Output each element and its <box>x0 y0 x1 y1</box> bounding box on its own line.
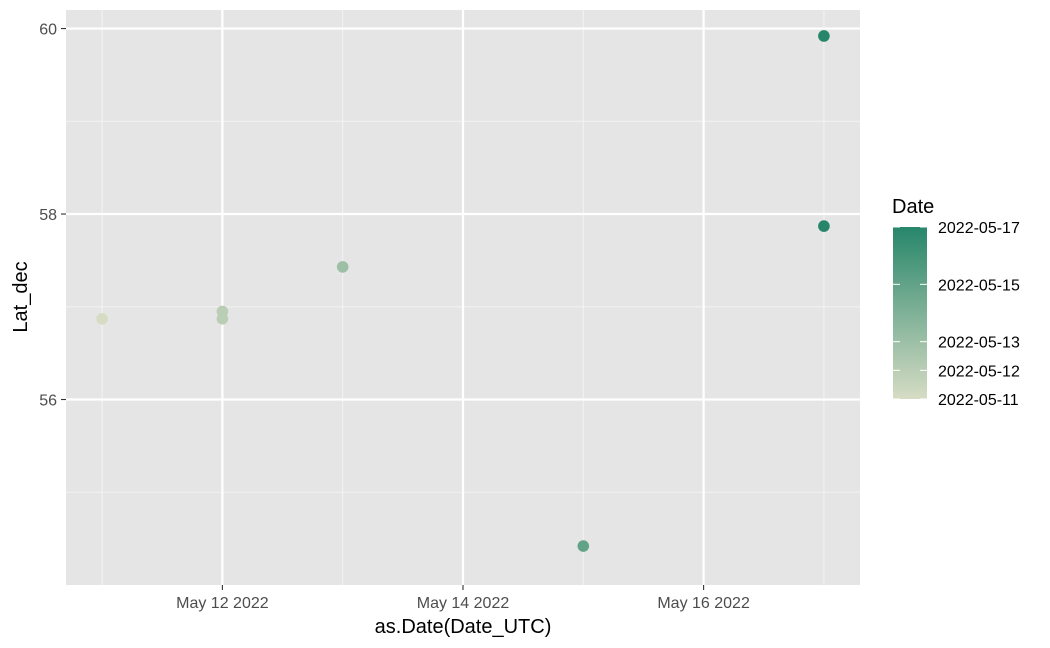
data-point <box>818 30 830 42</box>
y-tick-label: 58 <box>39 207 57 224</box>
x-tick-label: May 14 2022 <box>417 595 510 612</box>
x-tick-label: May 16 2022 <box>657 595 750 612</box>
x-axis-ticks: May 12 2022 May 14 2022 May 16 2022 <box>176 585 750 612</box>
data-point <box>336 261 349 273</box>
legend-colorbar <box>893 227 927 399</box>
legend-break-label: 2022-05-12 <box>938 363 1020 380</box>
legend-breaks: 2022-05-11 2022-05-12 2022-05-13 2022-05-15… <box>893 220 1020 409</box>
x-axis-title: as.Date(Date_UTC) <box>375 616 552 638</box>
legend-break-label: 2022-05-17 <box>938 220 1020 237</box>
x-tick-label: May 12 2022 <box>176 595 269 612</box>
grid-lines <box>66 10 860 585</box>
data-point <box>577 540 590 552</box>
data-point <box>818 220 830 232</box>
y-tick-label: 56 <box>39 393 57 410</box>
legend-break-label: 2022-05-15 <box>938 277 1020 294</box>
legend-break-label: 2022-05-13 <box>938 335 1020 352</box>
data-points <box>96 30 830 552</box>
data-point <box>96 313 108 325</box>
y-axis-title: Lat_dec <box>10 261 32 332</box>
y-tick-label: 60 <box>39 22 57 39</box>
y-axis-ticks: 56 58 60 <box>39 22 66 410</box>
legend-title: Date <box>892 196 934 218</box>
color-legend: Date 2022-05-112022-05-122022-05-132022-… <box>892 196 1020 409</box>
legend-break-label: 2022-05-11 <box>938 392 1019 409</box>
data-point <box>216 313 229 325</box>
